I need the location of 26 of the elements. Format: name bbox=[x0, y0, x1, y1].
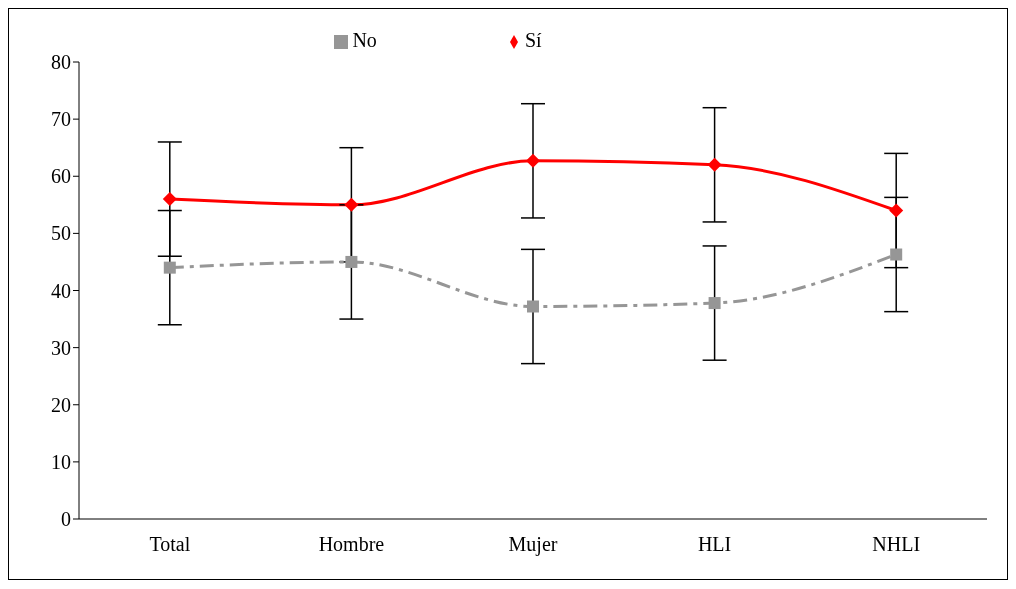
y-tick-label: 60 bbox=[51, 165, 71, 188]
x-tick-label: HLI bbox=[697, 533, 732, 556]
y-tick-label: 70 bbox=[51, 108, 71, 131]
point bbox=[345, 255, 358, 268]
point bbox=[526, 153, 540, 168]
y-tick-label: 0 bbox=[61, 508, 71, 531]
y-tick-label: 80 bbox=[51, 51, 71, 74]
y-tick-label: 50 bbox=[51, 222, 71, 245]
x-tick-label: Total bbox=[149, 533, 191, 556]
y-tick-label: 40 bbox=[51, 279, 71, 302]
point bbox=[707, 157, 722, 172]
point bbox=[344, 197, 359, 212]
legend-label: Sí bbox=[524, 29, 542, 51]
x-tick-label: Hombre bbox=[318, 533, 385, 556]
legend-label: No bbox=[352, 29, 377, 51]
point bbox=[162, 192, 177, 207]
x-tick-label: Mujer bbox=[508, 533, 558, 557]
y-tick-label: 30 bbox=[51, 336, 71, 359]
point bbox=[889, 203, 904, 218]
x-tick-label: NHLI bbox=[872, 533, 921, 556]
point bbox=[708, 297, 721, 310]
point bbox=[163, 261, 176, 274]
y-tick-label: 20 bbox=[51, 393, 71, 416]
y-tick-label: 10 bbox=[51, 450, 71, 473]
point bbox=[890, 248, 903, 261]
point bbox=[527, 300, 539, 313]
